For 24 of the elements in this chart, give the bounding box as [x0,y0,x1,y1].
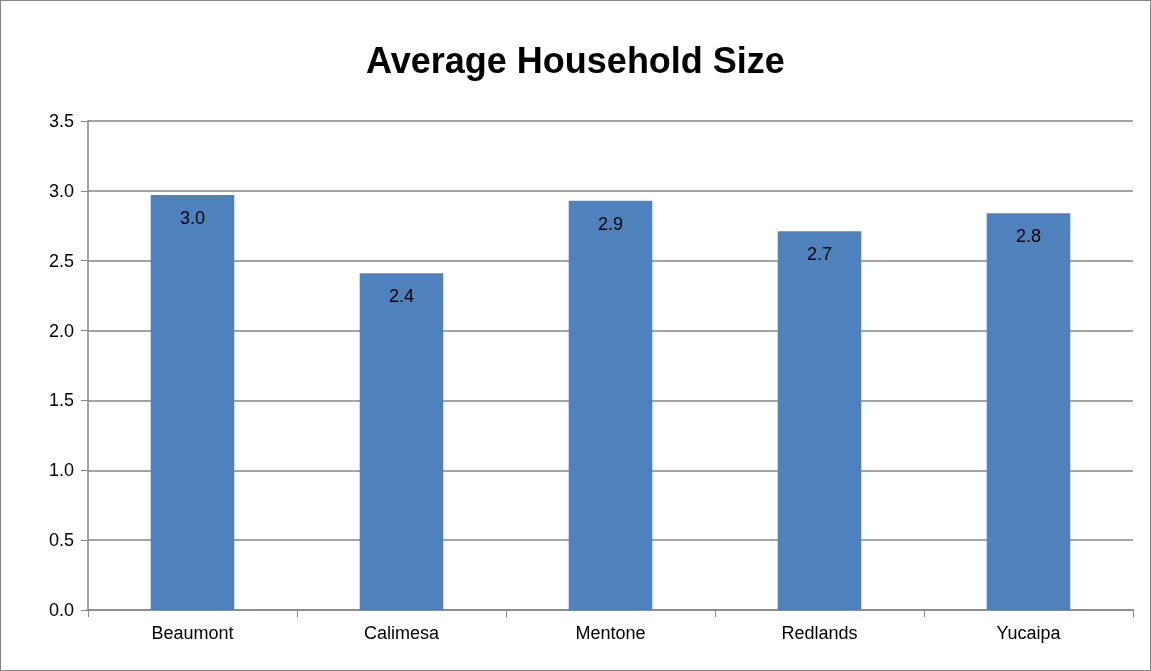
data-label: 3.0 [179,208,206,229]
x-tick-label: Redlands [781,623,858,643]
x-tick-label: Calimesa [363,623,440,643]
y-tick-label: 3.0 [48,180,74,201]
x-tick-label: Mentone [575,623,646,643]
data-label: 2.7 [806,244,833,265]
y-tick-label: 0.5 [48,530,74,551]
bar [986,213,1071,610]
y-tick-label: 2.5 [48,250,74,271]
y-tick-label: 3.5 [48,111,74,131]
bar [777,231,862,610]
x-tick-label: Beaumont [151,623,234,643]
y-tick-label: 2.0 [48,320,74,341]
data-label: 2.9 [597,213,624,234]
x-tick-label: Yucaipa [996,623,1062,643]
y-tick-label: 1.5 [48,390,74,411]
y-tick-label: 0.0 [48,600,74,620]
data-label: 2.8 [1015,226,1042,247]
bar [359,273,444,610]
bar [568,200,653,610]
data-label: 2.4 [388,286,415,307]
bar [150,195,235,610]
y-tick-label: 1.0 [48,460,74,481]
chart-title: Average Household Size [366,39,785,81]
